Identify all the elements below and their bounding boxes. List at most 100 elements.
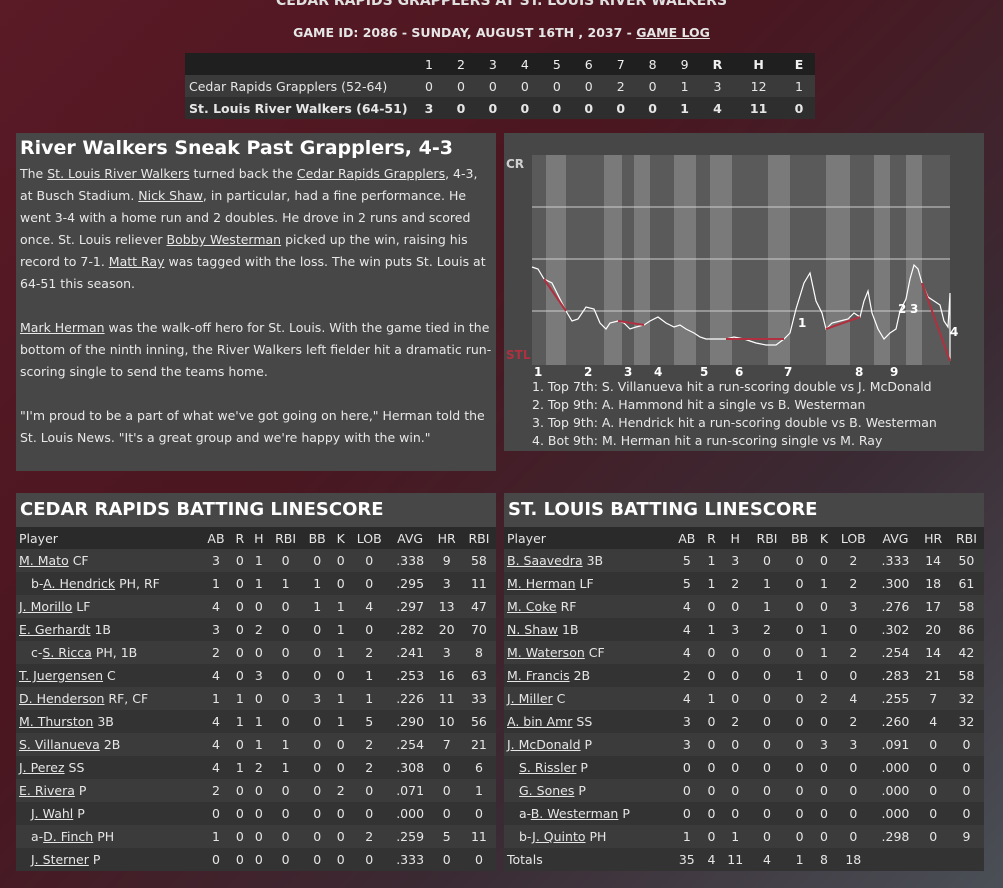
player-name-link[interactable]: J. Sterner [31, 852, 89, 867]
story-link[interactable]: Bobby Westerman [166, 232, 282, 247]
stat-cell: 14 [917, 641, 949, 664]
stat-cell: 1 [349, 687, 389, 710]
linescore-header-cell: R [700, 53, 735, 75]
story-headline: River Walkers Sneak Past Grapplers, 4-3 [20, 137, 453, 159]
stat-cell: 1 [749, 595, 785, 618]
player-name-link[interactable]: S. Rissler [519, 760, 577, 775]
player-name-link[interactable]: J. Morillo [19, 599, 73, 614]
stat-cell: 0 [701, 802, 721, 825]
stat-cell: 0 [249, 825, 269, 848]
stat-cell: 3 [431, 572, 462, 595]
player-name-link[interactable]: M. Waterson [507, 645, 585, 660]
stat-cell: 1 [671, 825, 702, 848]
stat-cell: 1 [331, 595, 350, 618]
stat-cell: 0 [701, 664, 721, 687]
stat-cell: 0 [833, 825, 874, 848]
story-link[interactable]: St. Louis River Walkers [47, 166, 190, 181]
player-name-link[interactable]: S. Villanueva [19, 737, 100, 752]
stat-cell [917, 848, 949, 871]
stat-cell: 2 [833, 572, 874, 595]
batting-row: a-B. Westerman P 0 0 0 0 0 0 0.000 0 0 [504, 802, 984, 825]
stat-cell: .000 [388, 802, 432, 825]
stat-cell: .255 [873, 687, 918, 710]
stat-cell: 1 [814, 641, 834, 664]
stat-cell: 0 [749, 549, 785, 572]
player-name-link[interactable]: J. Wahl [31, 806, 74, 821]
stat-cell: 33 [461, 687, 496, 710]
stat-cell: 58 [948, 595, 984, 618]
inning-band [546, 155, 566, 365]
stat-cell: 6 [461, 756, 496, 779]
linescore-cell: 0 [444, 75, 477, 97]
linescore-team[interactable]: Cedar Rapids Grapplers (52-64) [185, 75, 413, 97]
story-link[interactable]: Mark Herman [20, 320, 105, 335]
player-cell: A. bin Amr SS [504, 710, 672, 733]
player-cell: a-B. Westerman P [504, 802, 672, 825]
stat-cell: 2 [201, 641, 231, 664]
linescore-team[interactable]: St. Louis River Walkers (64-51) [185, 97, 413, 119]
player-name-link[interactable]: J. Miller [507, 691, 553, 706]
stat-cell: 0 [302, 848, 332, 871]
player-name-link[interactable]: B. Saavedra [507, 553, 583, 568]
batting-header-cell: RBI [461, 527, 496, 549]
linescore-cell: 0 [444, 97, 477, 119]
game-log-link[interactable]: GAME LOG [636, 25, 710, 40]
stat-cell: 0 [268, 825, 303, 848]
player-name-link[interactable]: J. Perez [19, 760, 65, 775]
stat-cell: 21 [917, 664, 949, 687]
stat-cell: 0 [814, 664, 834, 687]
player-name-link[interactable]: D. Henderson [19, 691, 105, 706]
player-name-link[interactable]: M. Thurston [19, 714, 94, 729]
player-name-link[interactable]: G. Sones [519, 783, 575, 798]
linescore-header-cell: H [734, 53, 783, 75]
player-name-link[interactable]: E. Gerhardt [19, 622, 91, 637]
story-link[interactable]: Nick Shaw [138, 188, 203, 203]
player-name-link[interactable]: M. Herman [507, 576, 576, 591]
stat-cell: .000 [873, 802, 918, 825]
player-name-link[interactable]: M. Coke [507, 599, 557, 614]
stat-cell: 0 [201, 848, 231, 871]
stat-cell: 0 [720, 595, 750, 618]
stat-cell: 0 [230, 802, 250, 825]
story-text: turned back the [189, 166, 297, 181]
stat-cell: 32 [948, 710, 984, 733]
player-name-link[interactable]: A. bin Amr [507, 714, 573, 729]
event-marker: 4 [950, 325, 958, 339]
player-name-link[interactable]: T. Juergensen [19, 668, 103, 683]
stat-cell: 4 [917, 710, 949, 733]
stat-cell: 35 [671, 848, 702, 871]
cr-label: CR [506, 157, 524, 171]
story-link[interactable]: Cedar Rapids Grapplers [296, 166, 446, 181]
batting-row: M. Coke RF 4 0 0 1 0 0 3.276 17 58 [504, 595, 984, 618]
stat-cell: 1 [701, 618, 721, 641]
stat-cell: 10 [431, 710, 462, 733]
player-name-link[interactable]: J. McDonald [507, 737, 581, 752]
player-name-link[interactable]: S. Ricca [42, 645, 92, 660]
player-name-link[interactable]: B. Westerman [530, 806, 619, 821]
stat-cell: 0 [302, 733, 332, 756]
stat-cell: 0 [833, 664, 874, 687]
linescore-cell: 1 [782, 75, 815, 97]
stat-cell: 18 [833, 848, 874, 871]
player-name-link[interactable]: A. Hendrick [43, 576, 116, 591]
stat-cell: 0 [749, 825, 785, 848]
stat-cell: 0 [814, 802, 834, 825]
stat-cell: 2 [249, 618, 269, 641]
player-position: CF [584, 645, 605, 660]
stat-cell: 3 [249, 664, 269, 687]
player-name-link[interactable]: J. Quinto [532, 829, 586, 844]
stl-batting-panel: ST. LOUIS BATTING LINESCORE Player AB R H RB… [504, 493, 984, 871]
inning-band [674, 155, 696, 365]
player-position: PH [585, 829, 607, 844]
player-name-link[interactable]: M. Francis [507, 668, 570, 683]
story-link[interactable]: Matt Ray [108, 254, 165, 269]
player-name-link[interactable]: D. Finch [43, 829, 94, 844]
inning-tick-label: 9 [890, 365, 898, 378]
stat-cell: 0 [230, 595, 250, 618]
player-name-link[interactable]: M. Mato [19, 553, 69, 568]
player-name-link[interactable]: E. Rivera [19, 783, 75, 798]
stat-cell: 2 [349, 733, 389, 756]
stat-cell: 0 [230, 664, 250, 687]
stat-cell: 70 [461, 618, 496, 641]
player-name-link[interactable]: N. Shaw [507, 622, 559, 637]
